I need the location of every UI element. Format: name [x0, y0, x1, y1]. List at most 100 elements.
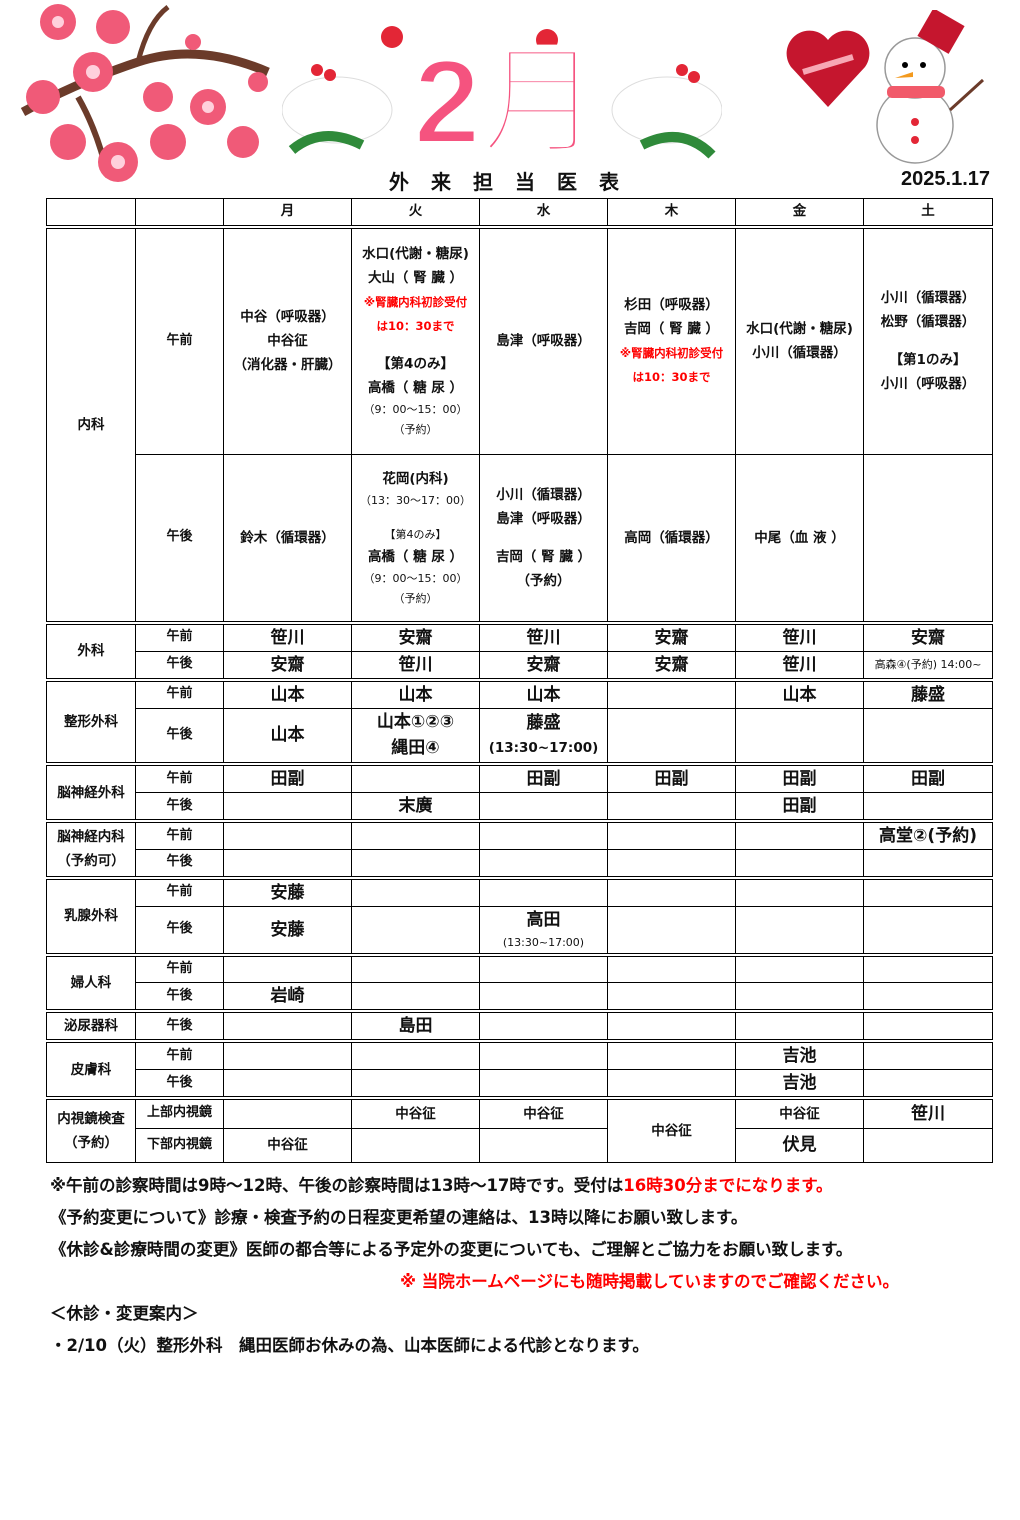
schedule-row: 下部内視鏡 中谷征 伏見: [47, 1127, 993, 1163]
doctor-line: （予約可）: [57, 853, 125, 870]
schedule-cell: [735, 1009, 864, 1042]
doctor-line: （消化器・肝臓）: [233, 357, 342, 374]
period-cell: 午後: [135, 707, 224, 765]
schedule-cell: [479, 982, 608, 1012]
changes-note: 《休診&診療時間の変更》医師の都合等による予定外の変更についても、ご理解とご協力…: [50, 1240, 853, 1259]
doctor-line: 藤盛: [526, 713, 561, 734]
schedule-row: 整形外科 午前 山本 山本 山本 山本 藤盛: [46, 677, 993, 765]
schedule-row: 泌尿器科 午後 島田: [46, 1009, 993, 1042]
period-cell: 午前: [135, 620, 224, 652]
doctor-line: 皮膚科: [70, 1061, 112, 1078]
schedule-row: 午後 吉池: [47, 1069, 993, 1099]
doctor-line: 田副: [654, 769, 689, 789]
doctor-line: 高森④(予約) 14:00~: [874, 657, 982, 671]
doctor-line: 中谷征: [267, 333, 308, 350]
schedule-row: 外科 午前 笹川 安齋 笹川 安齋 笹川 安齋: [46, 620, 993, 680]
doctor-line: 田副: [270, 769, 305, 789]
doctor-line: 安齋: [270, 654, 305, 675]
homepage-note: ※ 当院ホームページにも随時掲載していますのでご確認ください。: [400, 1272, 899, 1291]
schedule-cell: 笹川: [223, 620, 352, 652]
doctor-line: 高岡（循環器）: [624, 529, 719, 546]
schedule-cell: 杉田（呼吸器） 吉岡（ 腎 臓 ） ※腎臓内科初診受付 は10：30まで: [607, 224, 736, 455]
period-cell: 午後: [135, 849, 224, 878]
schedule-cell: [607, 792, 736, 822]
department-cell: 整形外科: [46, 677, 136, 765]
doctor-line: (13:30~17:00): [502, 935, 585, 949]
schedule-cell: [863, 454, 993, 623]
period-cell: 午後: [135, 792, 224, 822]
doctor-line: 内視鏡検査: [57, 1110, 125, 1127]
schedule-cell: 末廣: [351, 792, 480, 822]
schedule-cell: [735, 952, 864, 983]
doctor-line: 【第4のみ】: [377, 356, 454, 373]
department-cell: 外科: [46, 620, 136, 680]
schedule-row: 脳神経外科 午前 田副 田副 田副 田副 田副: [46, 762, 993, 822]
schedule-cell: 水口(代謝・糖尿) 小川（循環器）: [735, 224, 864, 455]
schedule-cell: [351, 1039, 480, 1070]
snowman-illustration: [876, 10, 985, 164]
closure-item: ・2/10（火）整形外科 縄田医師お休みの為、山本医師による代診となります。: [50, 1336, 649, 1355]
schedule-cell: [223, 819, 352, 850]
schedule-cell: [863, 952, 993, 983]
doctor-line: 伏見: [782, 1135, 817, 1155]
schedule-row: 内科 午前 中谷（呼吸器） 中谷征 （消化器・肝臓） 水口(代謝・糖尿) 大山（ 腎 臓 ）…: [46, 224, 993, 623]
doctor-line: 中尾（血 液 ）: [754, 529, 845, 546]
doctor-line: 松野（循環器）: [880, 314, 976, 331]
schedule-cell: [351, 952, 480, 983]
schedule-cell: [607, 905, 736, 955]
doctor-line: 島田: [398, 1016, 433, 1036]
notice-line: ※腎臓内科初診受付: [619, 346, 724, 361]
schedule-cell: 田副: [863, 762, 993, 793]
period-cell: 午前: [135, 1039, 224, 1070]
reception-deadline: 16時30分までになります。: [623, 1176, 833, 1195]
schedule-cell: [351, 905, 480, 955]
doctor-line: 田副: [782, 796, 817, 816]
doctor-line: 山本: [270, 725, 305, 746]
heart-gift-illustration: [786, 30, 870, 107]
doctor-line: （9：00～15：00）: [363, 403, 468, 417]
schedule-cell: [351, 762, 480, 793]
department-cell: 内視鏡検査 （予約）: [46, 1096, 136, 1163]
schedule-cell: [863, 1069, 993, 1099]
schedule-cell: [607, 1069, 736, 1099]
schedule-table: 月火水木金土 内科 午前 中谷（呼吸器） 中谷征 （消化器・肝臓） 水口(代謝・糖尿) 大山…: [46, 198, 993, 1163]
schedule-cell: [863, 1009, 993, 1042]
schedule-cell: [607, 952, 736, 983]
doctor-line: 中谷征: [651, 1122, 692, 1139]
schedule-cell: 山本: [479, 677, 608, 709]
schedule-cell: 山本: [223, 677, 352, 709]
schedule-cell: 山本: [735, 677, 864, 709]
doctor-line: 小川（循環器）: [496, 486, 591, 503]
period-cell: 午前: [135, 819, 224, 850]
schedule-cell: [607, 677, 736, 709]
department-cell: 婦人科: [46, 952, 136, 1012]
doctor-line: 安齋: [911, 627, 945, 648]
doctor-line: 【第4のみ】: [384, 527, 447, 541]
doctor-line: 安齋: [654, 627, 689, 648]
doctor-line: 笹川: [270, 627, 305, 648]
doctor-line: 小川（循環器）: [880, 290, 976, 307]
period-cell: 午後: [135, 1009, 224, 1042]
banner-month-text: 2月: [414, 35, 601, 165]
schedule-cell: 藤盛 (13:30~17:00): [479, 707, 608, 765]
schedule-cell: 中谷征: [607, 1096, 736, 1163]
doctor-line: 乳腺外科: [64, 908, 118, 924]
day-header: 土: [863, 198, 993, 227]
schedule-cell: 田副: [735, 792, 864, 822]
schedule-row: 婦人科 午前: [46, 952, 993, 1012]
schedule-cell: 笹川: [735, 650, 864, 680]
schedule-cell: 藤盛: [863, 677, 993, 709]
schedule-row: 午後 鈴木（循環器） 花岡(内科) （13：30～17：00） 【第4のみ】 高橋（ 糖 …: [47, 454, 993, 623]
schedule-cell: [223, 1096, 352, 1129]
schedule-cell: [479, 849, 608, 878]
notice-line: は10：30まで: [632, 370, 711, 385]
doctor-line: 鈴木（循環器）: [240, 529, 335, 546]
doctor-line: 藤盛: [911, 684, 945, 705]
schedule-cell: 小川（循環器） 松野（循環器） 【第1のみ】 小川（呼吸器）: [863, 224, 993, 455]
doctor-line: 安藤: [270, 919, 305, 940]
doctor-line: 笹川: [782, 627, 817, 648]
doctor-line: 杉田（呼吸器）: [624, 297, 719, 314]
schedule-cell: 吉池: [735, 1039, 864, 1070]
schedule-row: 午後: [47, 849, 993, 878]
department-cell: 皮膚科: [46, 1039, 136, 1099]
